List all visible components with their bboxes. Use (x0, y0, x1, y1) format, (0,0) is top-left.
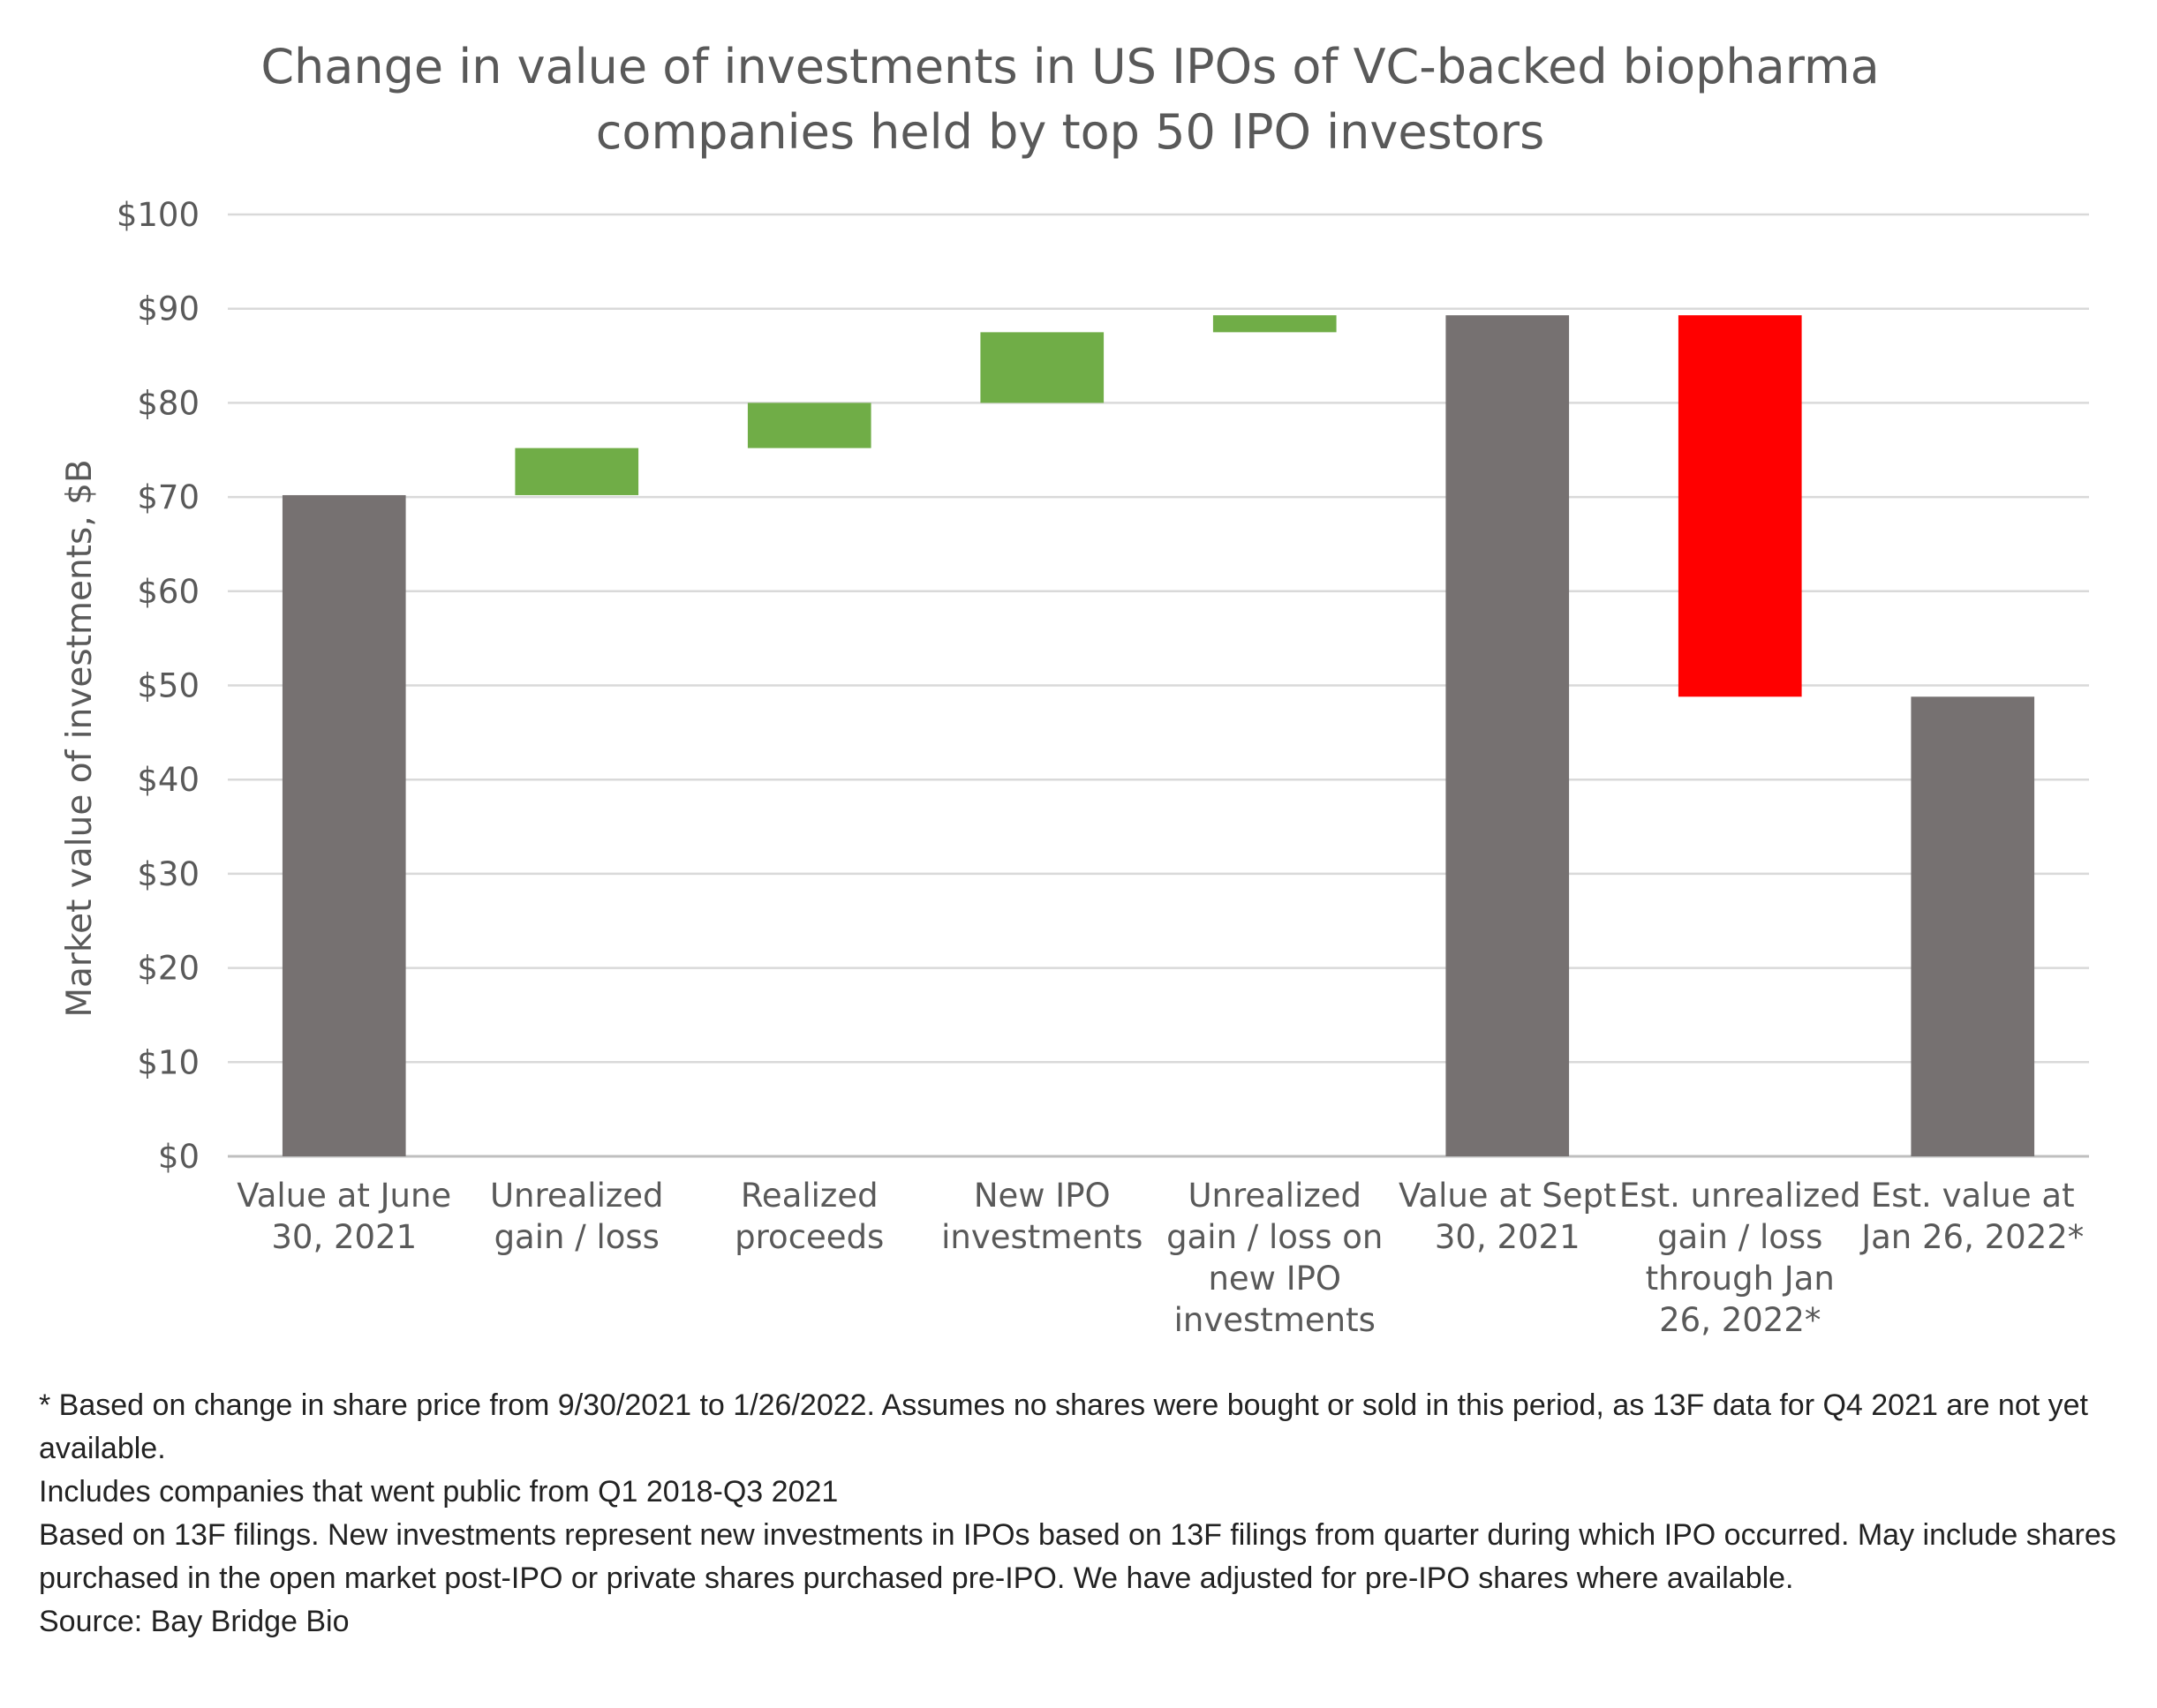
chart-title: Change in value of investments in US IPO… (260, 39, 1879, 160)
y-tick-label: $10 (137, 1043, 200, 1081)
x-tick-label-line: Realized (741, 1177, 879, 1215)
bar-increase-5 (1212, 315, 1337, 333)
footnote-13f: Based on 13F filings. New investments re… (39, 1518, 2116, 1595)
bar-increase-2 (515, 448, 639, 495)
y-tick-label: $50 (137, 667, 200, 705)
bar-decrease-7 (1678, 315, 1802, 697)
bar-total-1 (282, 494, 406, 1156)
y-tick-label: $30 (137, 855, 200, 893)
y-tick-label: $90 (137, 290, 200, 328)
bar-increase-3 (747, 403, 871, 448)
y-tick-label: $40 (137, 761, 200, 799)
x-tick-label-line: New IPO (974, 1177, 1111, 1215)
x-tick-label-line: Value at Sept (1399, 1177, 1617, 1215)
y-tick-label: $70 (137, 478, 200, 516)
x-tick-label-line: Jan 26, 2022* (1859, 1218, 2084, 1256)
y-axis-label-group: Market value of investments, $B (60, 459, 100, 1017)
x-tick-label-6: Value at Sept 30, 2021 (1399, 1177, 1617, 1256)
x-tick-label-3: Realized proceeds (735, 1177, 884, 1256)
bar-total-8 (1911, 696, 2035, 1156)
x-tick-label-line: investments (1174, 1301, 1376, 1339)
x-tick-label-7: Est. unrealized gain / loss through Jan 26,… (1619, 1177, 1861, 1339)
x-tick-label-8: Est. value at Jan 26, 2022* (1859, 1177, 2084, 1256)
chart-title-line-2: companies held by top 50 IPO investors (596, 104, 1545, 160)
y-tick-label: $20 (137, 950, 200, 988)
x-tick-label-2: Unrealized gain / loss (490, 1177, 664, 1256)
footnotes: * Based on change in share price from 9/… (39, 1384, 2131, 1644)
y-axis-label: Market value of investments, $B (60, 459, 100, 1017)
y-axis-ticks: $0 $10 $20 $30 $40 $50 $60 $70 $80 $90 $100 (117, 196, 200, 1176)
x-tick-label-line: proceeds (735, 1218, 884, 1256)
chart-title-line-1: Change in value of investments in US IPO… (260, 39, 1879, 94)
x-tick-label-line: Unrealized (490, 1177, 664, 1215)
x-tick-label-line: Value at June (237, 1177, 451, 1215)
x-tick-label-line: 26, 2022* (1659, 1301, 1821, 1339)
footnote-source: Source: Bay Bridge Bio (39, 1605, 350, 1638)
gridlines (228, 213, 2089, 1158)
bar-total-6 (1445, 315, 1570, 1156)
x-tick-label-line: Est. unrealized (1619, 1177, 1861, 1215)
x-tick-label-line: gain / loss (1657, 1218, 1822, 1256)
x-tick-label-4: New IPO investments (941, 1177, 1143, 1256)
y-tick-label: $100 (117, 196, 200, 234)
x-tick-label-line: Unrealized (1188, 1177, 1361, 1215)
footnote-companies: Includes companies that went public from… (39, 1475, 839, 1509)
x-tick-label-line: Est. value at (1871, 1177, 2075, 1215)
x-tick-label-line: 30, 2021 (1435, 1218, 1580, 1256)
x-tick-label-line: gain / loss (494, 1218, 660, 1256)
bars (282, 315, 2035, 1156)
waterfall-chart: Change in value of investments in US IPO… (60, 39, 2089, 1339)
x-tick-label-line: investments (941, 1218, 1143, 1256)
x-tick-label-line: new IPO (1208, 1260, 1341, 1298)
y-tick-label: $60 (137, 573, 200, 611)
y-tick-label: $0 (158, 1138, 200, 1176)
y-tick-label: $80 (137, 384, 200, 422)
x-tick-label-1: Value at June 30, 2021 (237, 1177, 451, 1256)
bar-increase-4 (980, 332, 1105, 403)
x-tick-label-line: 30, 2021 (271, 1218, 417, 1256)
footnote-asterisk: * Based on change in share price from 9/… (39, 1388, 2088, 1465)
x-tick-label-line: gain / loss on (1166, 1218, 1383, 1256)
x-tick-label-line: through Jan (1646, 1260, 1835, 1298)
x-tick-label-5: Unrealized gain / loss on new IPO investmen… (1166, 1177, 1383, 1339)
